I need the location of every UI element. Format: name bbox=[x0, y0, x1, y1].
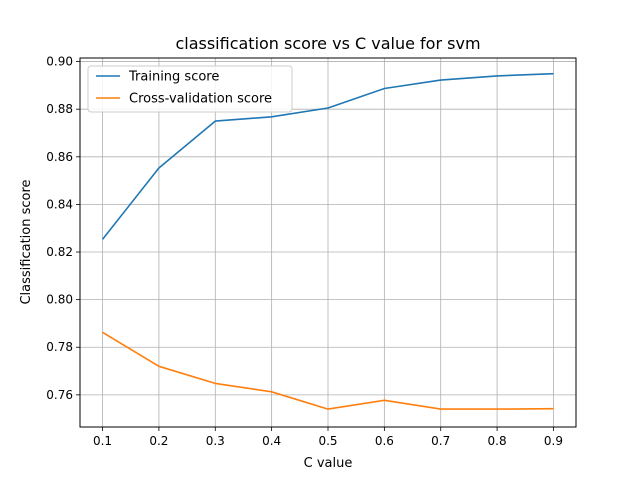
y-tick-label: 0.84 bbox=[46, 197, 73, 211]
legend-label: Training score bbox=[128, 70, 219, 85]
legend-label: Cross-validation score bbox=[129, 92, 272, 107]
x-tick-label: 0.5 bbox=[318, 434, 337, 448]
x-axis-label: C value bbox=[304, 456, 353, 471]
plot-frame bbox=[79, 57, 577, 428]
x-tick-label: 0.9 bbox=[544, 434, 563, 448]
y-tick-label: 0.82 bbox=[46, 245, 73, 259]
x-tick-label: 0.2 bbox=[149, 434, 168, 448]
y-tick-label: 0.88 bbox=[46, 102, 73, 116]
x-tick-label: 0.4 bbox=[262, 434, 281, 448]
x-tick-label: 0.1 bbox=[93, 434, 112, 448]
y-tick-label: 0.86 bbox=[46, 150, 73, 164]
cross-validation-score-line bbox=[102, 331, 554, 410]
training-score-line bbox=[101, 72, 554, 240]
x-tick-label: 0.6 bbox=[375, 434, 394, 448]
y-tick-label: 0.80 bbox=[46, 293, 73, 307]
legend: Training score Cross-validation score bbox=[87, 65, 293, 113]
y-tick-label: 0.78 bbox=[46, 340, 73, 354]
x-tick-label: 0.3 bbox=[206, 434, 225, 448]
axis-ticks: 0.1 0.2 0.3 0.4 0.5 0.6 0.7 0.8 0.9 0.76 0.78 0.80 0… bbox=[46, 55, 563, 448]
chart-title: classification score vs C value for svm bbox=[175, 34, 480, 53]
y-tick-label: 0.90 bbox=[46, 55, 73, 69]
plot-series bbox=[101, 72, 554, 410]
grid-lines bbox=[80, 58, 576, 427]
x-tick-label: 0.8 bbox=[488, 434, 507, 448]
x-tick-label: 0.7 bbox=[431, 434, 450, 448]
y-axis-label: Classification score bbox=[19, 179, 34, 304]
y-tick-label: 0.76 bbox=[46, 388, 73, 402]
legend-box bbox=[87, 65, 293, 113]
